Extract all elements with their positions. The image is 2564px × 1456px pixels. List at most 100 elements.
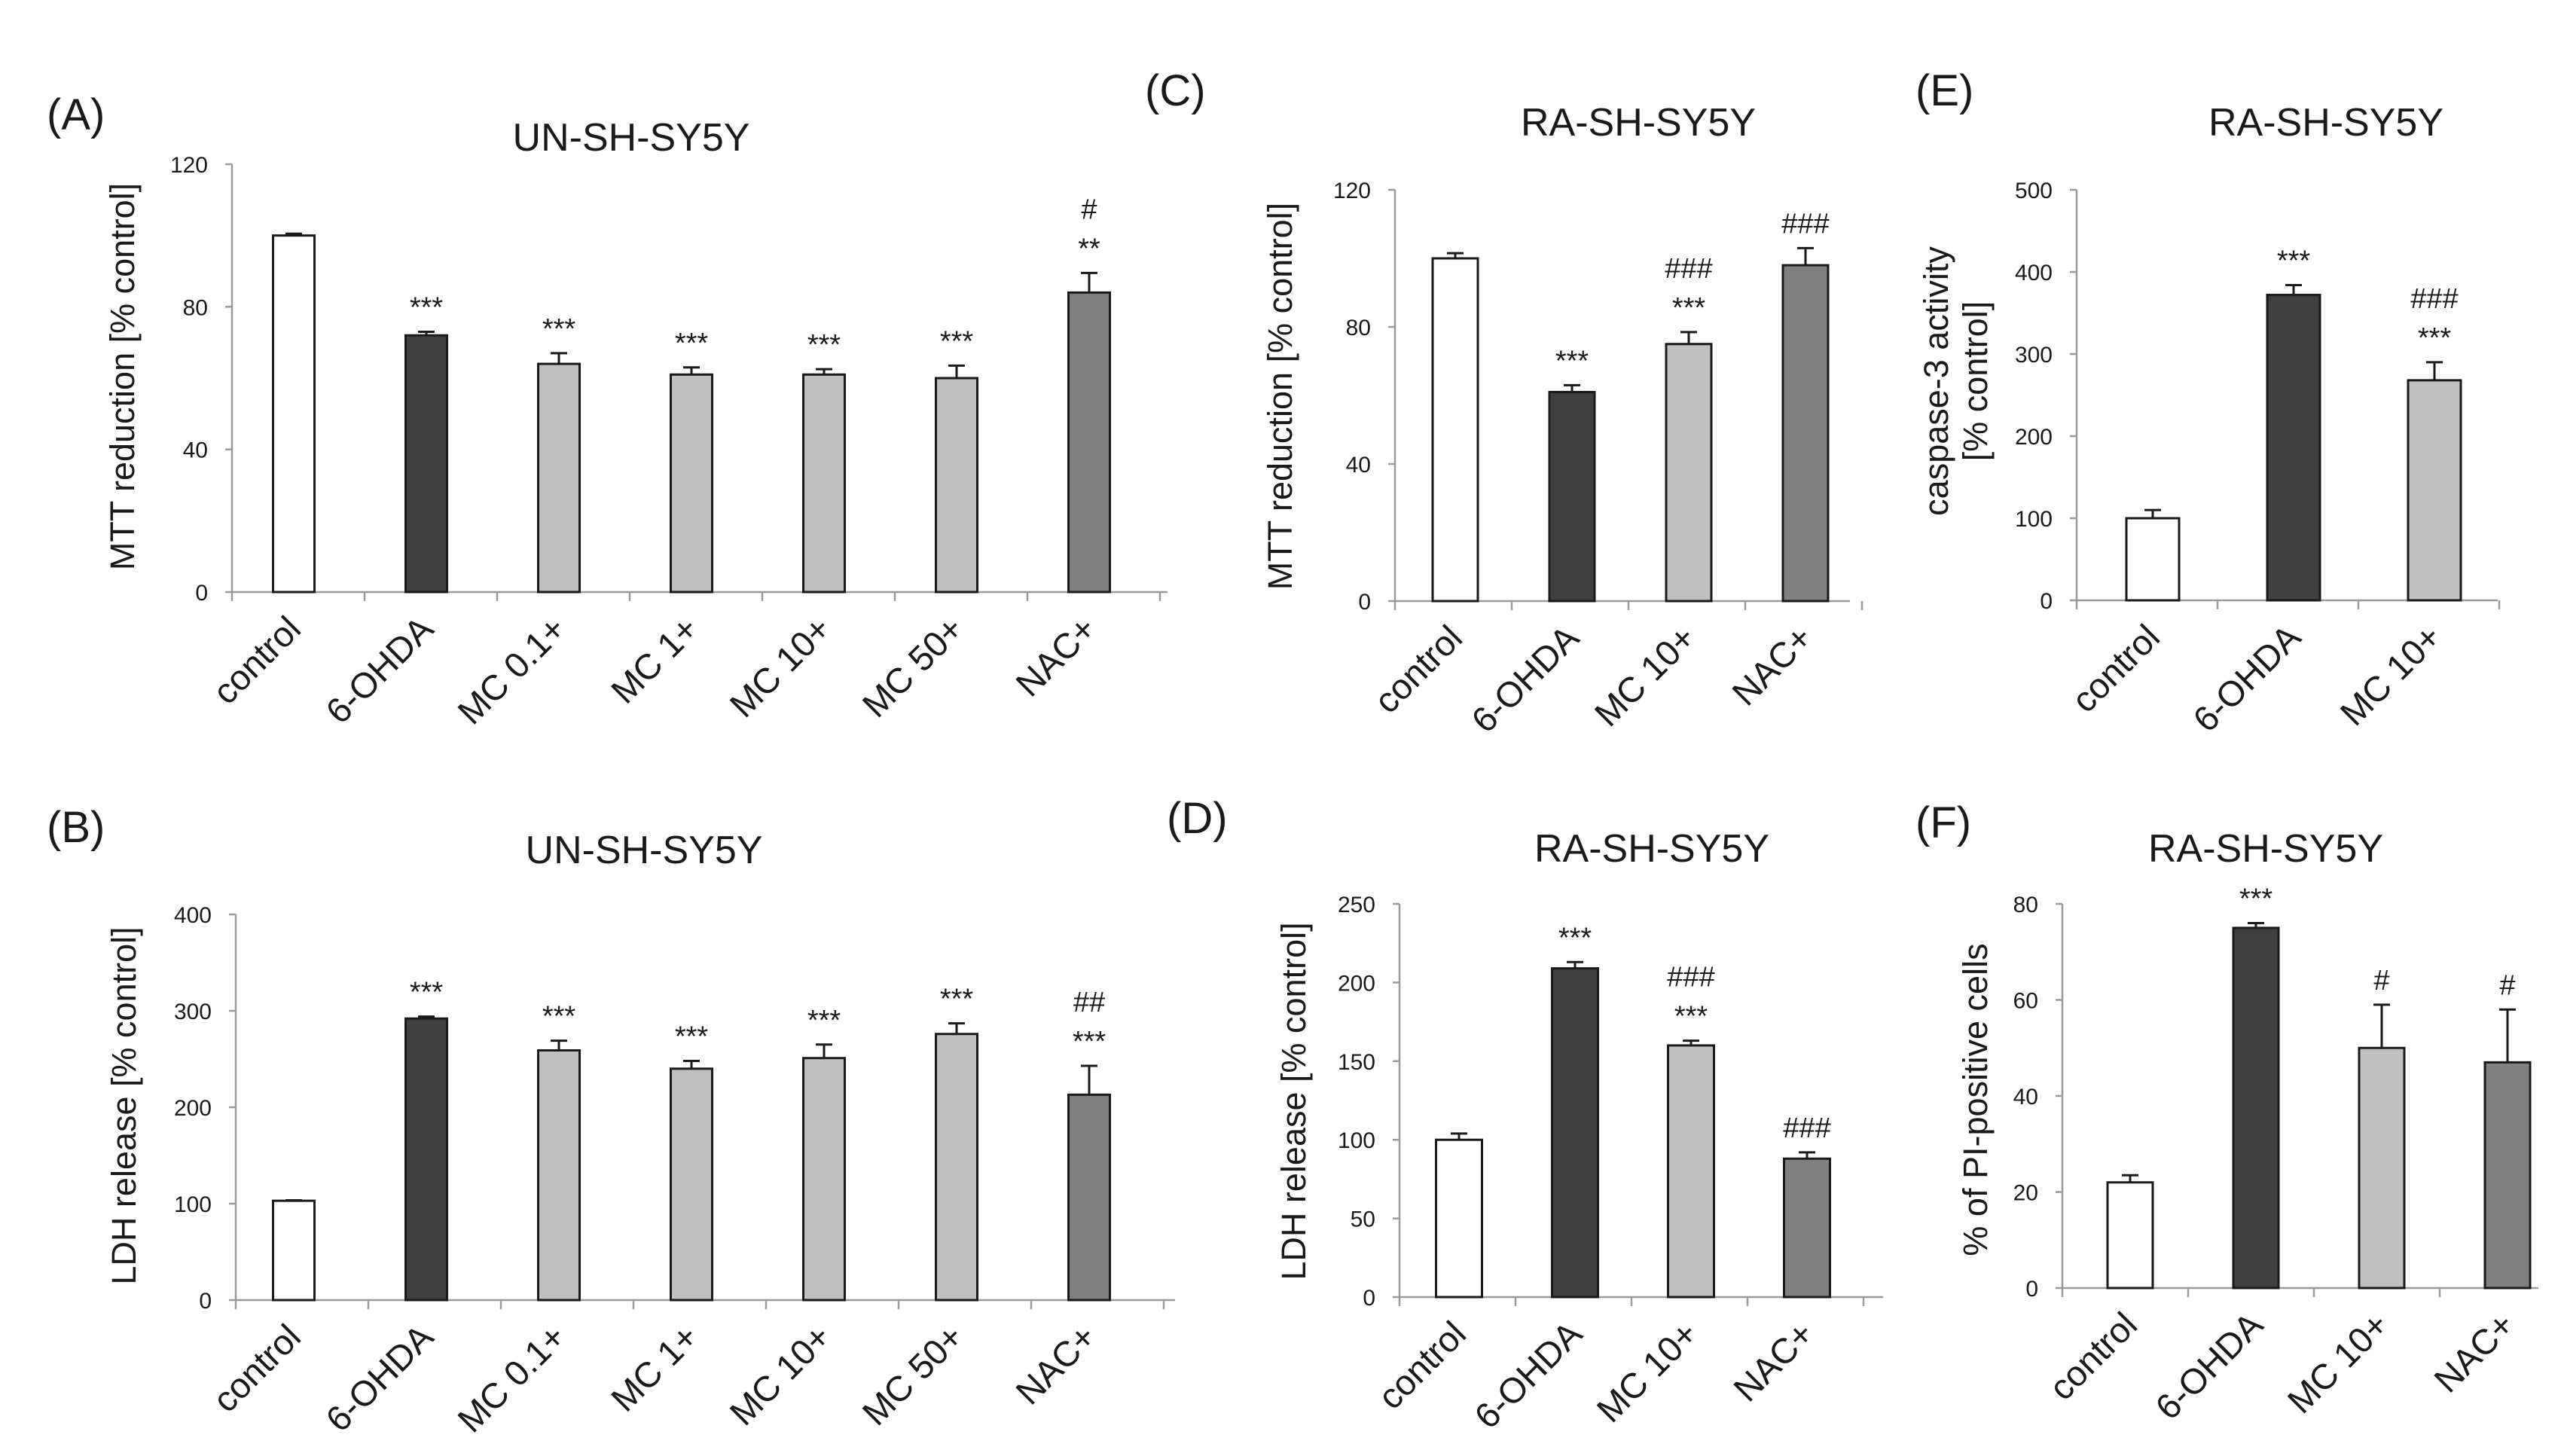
panel-e-y-tick-label: 400 (2015, 261, 2053, 285)
panel-a-significance-7-2: # (1081, 194, 1097, 225)
panel-f-y-tick-label: 20 (2013, 1181, 2038, 1206)
panel-a-y-tick-label: 0 (195, 581, 208, 606)
panel-d-significance-4-1: ### (1783, 1113, 1830, 1144)
panel-b-x-tick-label-4: MC 1+ (603, 1317, 706, 1419)
panel-c-y-tick-label: 40 (1346, 453, 1371, 478)
panel-f-y-tick-label: 40 (2013, 1085, 2038, 1110)
panel-a-bar-3 (537, 362, 581, 594)
panel-e-y-tick-label: 200 (2015, 425, 2053, 450)
panel-e-y-axis-label-2: [% control] (1956, 301, 1995, 462)
panel-c-y-tick-label: 0 (1358, 590, 1371, 615)
panel-e-y-tick-label: 500 (2015, 179, 2053, 203)
panel-a-y-tick-label: 40 (183, 438, 208, 463)
panel-c-bar-2 (1548, 390, 1596, 603)
panel-a-bar-6 (935, 377, 978, 594)
panel-d-letter: (D) (1167, 794, 1228, 843)
panel-b-bar-1 (272, 1199, 316, 1302)
panel-f-bar-3 (2358, 1046, 2406, 1290)
panel-a-significance-5-1: *** (807, 329, 841, 361)
panel-b-letter: (B) (47, 803, 105, 852)
panel-a-bar-2 (404, 334, 448, 594)
panel-d-y-tick-label: 50 (1351, 1207, 1375, 1232)
panel-a-letter: (A) (47, 90, 105, 139)
panel-e-significance-2-1: *** (2277, 245, 2311, 276)
panel-d-y-tick-label: 250 (1338, 893, 1375, 917)
panel-a-bar-1 (272, 234, 316, 594)
panel-e-x-tick-label-2: 6-OHDA (2185, 616, 2309, 740)
panel-c-significance-3-1: *** (1672, 292, 1706, 324)
panel-a-bar-7 (1067, 291, 1111, 594)
panel-d-significance-3-1: *** (1674, 1001, 1708, 1033)
panel-f-x-tick-label-4: NAC+ (2426, 1305, 2522, 1400)
panel-e-significance-3-2: ### (2410, 283, 2458, 315)
panel-f-bar-2 (2232, 926, 2280, 1290)
panel-f-significance-4-1: # (2499, 969, 2515, 1001)
panel-a-x-tick-label-5: MC 10+ (722, 609, 838, 725)
panel-b-bar-5 (802, 1057, 846, 1302)
panel-b-bar-7 (1067, 1093, 1111, 1302)
panel-a-x-tick-label-7: NAC+ (1008, 609, 1103, 704)
panel-b-significance-3-1: *** (542, 1001, 576, 1033)
panel-f-x-tick-label-3: MC 10+ (2279, 1305, 2396, 1421)
panel-b-significance-4-1: *** (675, 1021, 709, 1053)
panel-f-x-tick-label-1: control (2041, 1305, 2144, 1408)
panel-b-title: UN-SH-SY5Y (526, 829, 763, 872)
panel-e-title: RA-SH-SY5Y (2208, 101, 2443, 145)
panel-b-bar-6 (935, 1033, 978, 1302)
panel-a-x-tick-label-4: MC 1+ (603, 609, 706, 711)
panel-c-significance-2-1: *** (1555, 345, 1589, 377)
panel-d-x-tick-label-3: MC 10+ (1589, 1314, 1705, 1430)
panel-f-letter: (F) (1915, 798, 1971, 847)
panel-a-bar-4 (670, 373, 713, 594)
panel-b-y-tick-label: 0 (199, 1289, 212, 1314)
panel-e-bar-1 (2125, 517, 2181, 602)
panel-d-bar-4 (1783, 1157, 1831, 1299)
panel-f-significance-3-1: # (2373, 965, 2389, 997)
panel-d-x-tick-label-4: NAC+ (1726, 1314, 1821, 1409)
panel-e-bar-2 (2266, 294, 2321, 602)
panel-f-y-axis-label: % of PI-positive cells (1956, 943, 1995, 1256)
panel-a-significance-3-1: *** (542, 313, 576, 345)
panel-e-y-tick-label: 100 (2015, 507, 2053, 532)
panel-c-y-tick-label: 120 (1333, 179, 1371, 203)
panel-c-y-axis-label: MTT reduction [% control] (1261, 203, 1299, 590)
panel-b-x-tick-label-6: MC 50+ (854, 1317, 971, 1433)
panel-b-y-axis-label: LDH release [% control] (105, 926, 143, 1284)
panel-c-x-tick-label-3: MC 10+ (1586, 618, 1703, 734)
panel-e-letter: (E) (1915, 66, 1973, 115)
panel-b-x-tick-label-1: control (205, 1317, 308, 1420)
panel-d-y-tick-label: 200 (1338, 971, 1375, 996)
panel-c-x-tick-label-4: NAC+ (1724, 618, 1820, 713)
panel-d-x-tick-label-1: control (1370, 1314, 1473, 1417)
panel-e-bar-3 (2407, 379, 2462, 602)
panel-b-x-tick-label-2: 6-OHDA (318, 1316, 441, 1439)
panel-e-significance-3-1: *** (2418, 322, 2452, 354)
panel-a-significance-2-1: *** (410, 292, 444, 323)
panel-f-significance-2-1: *** (2239, 884, 2273, 915)
panel-c-bar-4 (1781, 264, 1830, 603)
panel-b-bar-2 (404, 1017, 448, 1302)
panel-d-y-tick-label: 0 (1363, 1286, 1375, 1311)
panel-b-significance-2-1: *** (410, 977, 444, 1009)
panel-a-y-tick-label: 80 (183, 295, 208, 320)
panel-c-significance-4-1: ### (1781, 208, 1829, 240)
panel-d-bar-2 (1551, 967, 1599, 1299)
panel-c-bar-1 (1431, 257, 1479, 603)
panel-b-x-tick-label-5: MC 10+ (722, 1317, 838, 1433)
panel-e-y-tick-label: 0 (2040, 589, 2053, 614)
panel-a-x-tick-label-3: MC 0.1+ (450, 609, 573, 732)
panel-c-x-tick-label-1: control (1366, 618, 1470, 721)
panel-f-y-tick-label: 60 (2013, 989, 2038, 1014)
panel-d-significance-3-2: ### (1667, 962, 1714, 994)
panel-d-y-tick-label: 100 (1338, 1128, 1375, 1153)
panel-e-x-tick-label-3: MC 10+ (2332, 617, 2449, 734)
panel-d-title: RA-SH-SY5Y (1534, 827, 1769, 871)
panel-c-x-tick-label-2: 6-OHDA (1464, 617, 1587, 740)
panel-a-x-tick-label-1: control (205, 609, 308, 712)
panel-f-y-tick-label: 0 (2025, 1277, 2038, 1302)
panel-b-y-tick-label: 200 (174, 1096, 212, 1121)
panel-c-bar-3 (1665, 343, 1713, 603)
panel-d-bar-3 (1667, 1044, 1715, 1299)
panel-b-significance-7-2: ## (1073, 987, 1105, 1018)
panel-d-significance-2-1: *** (1558, 922, 1592, 954)
